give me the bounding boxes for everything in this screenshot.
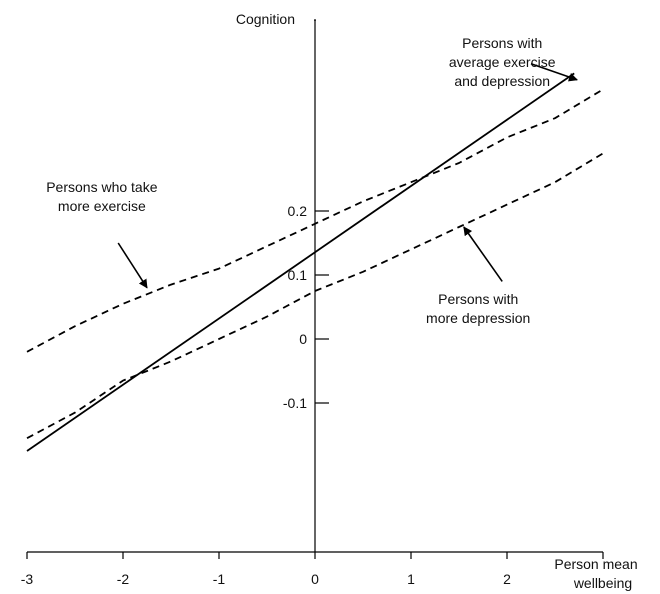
annotation-exercise-text: more exercise [58, 198, 146, 214]
annotation-average-text: Persons with [462, 35, 542, 51]
annotation-average-text: average exercise [449, 54, 556, 70]
series-line-solid [26, 72, 575, 452]
y-tick-label: 0 [299, 331, 307, 347]
x-tick-label: 0 [311, 571, 319, 587]
annotation-depression: Persons with more depression [426, 226, 530, 326]
series-line-dashed-1 [26, 88, 604, 353]
annotation-exercise: Persons who take more exercise [46, 179, 158, 289]
annotation-depression-text: more depression [426, 310, 530, 326]
annotation-depression-text: Persons with [438, 291, 518, 307]
annotation-average: Persons with average exercise and depressi… [449, 35, 578, 89]
y-tick-label: 0.1 [288, 267, 308, 283]
series-group [26, 72, 604, 452]
x-axis-label-line2: wellbeing [573, 575, 632, 591]
x-ticks: -3 -2 -1 0 1 2 [21, 552, 604, 587]
series-line-dashed-2 [26, 152, 604, 439]
annotation-average-arrow [530, 63, 578, 82]
x-tick-label: -3 [21, 571, 34, 587]
annotation-depression-arrow [463, 226, 503, 282]
x-tick-label: 2 [503, 571, 511, 587]
x-axis-label-line1: Person mean [554, 556, 637, 572]
y-ticks: -0.1 0 0.1 0.2 [283, 203, 329, 411]
annotations-group: Persons with average exercise and depressi… [46, 35, 578, 326]
x-tick-label: 1 [407, 571, 415, 587]
annotation-exercise-text: Persons who take [46, 179, 157, 195]
y-axis-label: Cognition [236, 11, 295, 27]
annotation-exercise-arrow [117, 242, 148, 289]
x-tick-label: -2 [117, 571, 130, 587]
y-tick-label: -0.1 [283, 395, 307, 411]
x-tick-label: -1 [213, 571, 226, 587]
axes: -3 -2 -1 0 1 2 -0.1 0 0.1 0.2 [21, 19, 604, 587]
annotation-average-text: and depression [454, 73, 550, 89]
y-tick-label: 0.2 [288, 203, 308, 219]
